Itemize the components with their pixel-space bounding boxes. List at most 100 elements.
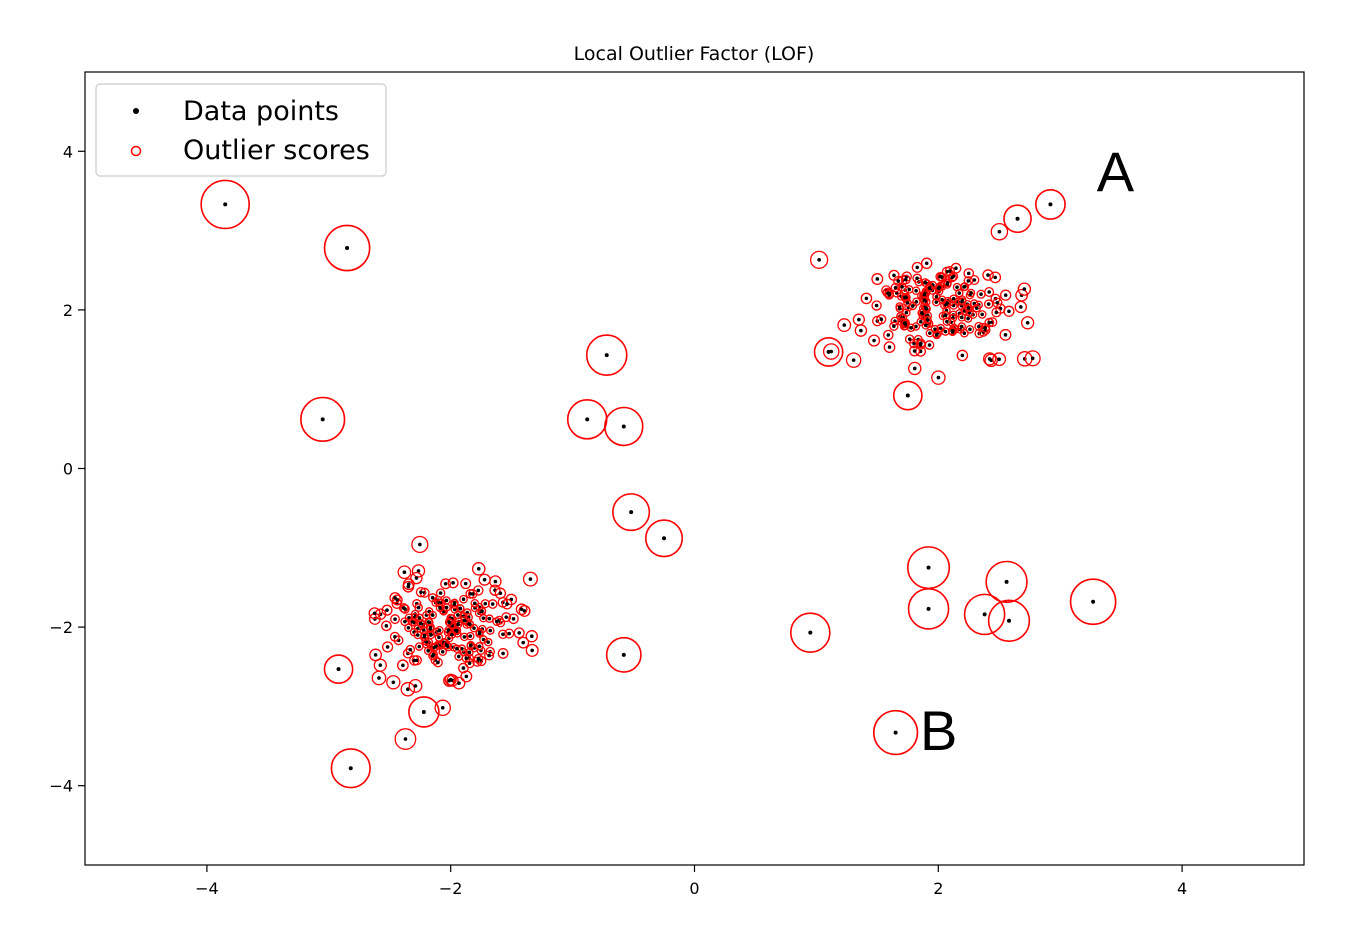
outlier-score-circle xyxy=(525,630,538,643)
isolated-points-layer xyxy=(200,179,1117,789)
outlier-score-circle xyxy=(889,321,899,331)
outlier-score-circle xyxy=(428,593,438,603)
data-point xyxy=(403,607,407,611)
outlier-score-circle xyxy=(525,643,539,657)
data-point xyxy=(934,300,939,304)
data-point xyxy=(427,620,432,625)
data-point xyxy=(907,287,912,292)
outlier-score-circle xyxy=(435,603,445,613)
data-point xyxy=(463,581,468,586)
outlier-score-circle xyxy=(408,696,440,728)
outlier-score-circle xyxy=(414,642,424,651)
outlier-score-circle xyxy=(1000,289,1012,301)
data-point xyxy=(900,284,904,289)
outlier-score-circle xyxy=(1024,350,1041,367)
outlier-score-circle xyxy=(478,573,491,586)
outlier-score-circle xyxy=(489,584,501,596)
outlier-score-circle xyxy=(426,630,436,640)
data-point xyxy=(456,622,460,627)
data-point xyxy=(436,660,440,665)
outlier-score-circle xyxy=(963,314,973,323)
outlier-score-circle xyxy=(1014,300,1028,314)
data-point xyxy=(472,601,477,606)
data-point xyxy=(529,634,534,639)
data-point xyxy=(482,577,487,582)
outlier-score-circle xyxy=(969,274,980,286)
outlier-score-circle xyxy=(381,641,394,653)
data-point xyxy=(959,324,964,329)
outlier-score-circle xyxy=(867,334,881,347)
data-point xyxy=(415,633,420,637)
outlier-score-circle xyxy=(501,598,513,610)
data-point xyxy=(426,649,430,653)
data-point xyxy=(393,595,397,600)
data-point xyxy=(887,293,891,297)
outlier-score-circle xyxy=(984,299,994,309)
outlier-score-circle xyxy=(390,614,401,625)
data-point xyxy=(452,601,457,605)
annotation-label-b: B xyxy=(920,699,957,762)
outlier-score-circle xyxy=(381,604,393,616)
outlier-score-circle xyxy=(957,297,967,306)
outlier-score-circle xyxy=(497,648,509,659)
data-point xyxy=(918,319,923,324)
outlier-score-circle xyxy=(433,657,443,668)
outlier-score-circle xyxy=(1020,316,1035,330)
outlier-score-circle xyxy=(912,273,922,284)
outlier-score-circle xyxy=(966,288,976,298)
data-point xyxy=(1015,216,1020,221)
data-point xyxy=(926,565,931,570)
outlier-score-circle xyxy=(965,325,975,334)
data-point xyxy=(936,375,941,380)
data-point xyxy=(457,681,461,685)
data-point xyxy=(962,331,967,336)
data-point xyxy=(493,579,498,584)
outlier-score-circle xyxy=(964,303,973,313)
outlier-score-circle xyxy=(460,616,469,625)
outlier-score-circle xyxy=(920,278,930,287)
cluster-points-layer xyxy=(368,222,1041,750)
data-point xyxy=(604,353,609,358)
data-point xyxy=(507,631,511,636)
outlier-score-circle xyxy=(484,650,495,661)
annotations-layer: AB xyxy=(920,140,1135,762)
outlier-score-circle xyxy=(605,636,642,673)
outlier-score-circle xyxy=(944,266,955,277)
data-point xyxy=(907,337,912,341)
data-point xyxy=(401,663,405,668)
outlier-score-circle xyxy=(416,618,425,628)
data-point xyxy=(1019,305,1023,309)
data-point xyxy=(945,319,949,324)
outlier-score-circle xyxy=(942,299,951,309)
outlier-score-circle xyxy=(957,322,966,331)
data-point xyxy=(912,366,917,371)
data-point xyxy=(993,275,998,280)
data-point xyxy=(501,632,505,637)
outlier-score-circle xyxy=(883,341,896,353)
data-point xyxy=(451,581,455,585)
outlier-score-circle xyxy=(465,620,475,629)
data-point xyxy=(446,628,451,632)
outlier-score-circle xyxy=(999,328,1012,341)
data-point xyxy=(419,590,423,594)
x-tick-label: 0 xyxy=(689,879,699,898)
outlier-score-circle xyxy=(513,627,525,639)
outlier-score-circle xyxy=(882,287,893,298)
outlier-score-circle xyxy=(984,353,998,368)
outlier-score-circle xyxy=(486,626,495,635)
data-point xyxy=(403,619,407,624)
outlier-score-circle xyxy=(431,642,440,652)
outlier-score-circle xyxy=(893,275,904,287)
outlier-score-circle xyxy=(515,603,528,616)
data-point xyxy=(395,598,400,602)
outlier-score-circle xyxy=(604,406,644,447)
outlier-score-circle xyxy=(920,290,929,299)
data-point xyxy=(406,584,411,589)
data-point xyxy=(892,324,896,328)
data-point xyxy=(418,621,423,626)
data-point xyxy=(443,581,448,586)
outlier-score-circle xyxy=(447,577,459,589)
data-point xyxy=(923,280,927,285)
data-point xyxy=(903,322,908,326)
data-point xyxy=(874,303,879,308)
